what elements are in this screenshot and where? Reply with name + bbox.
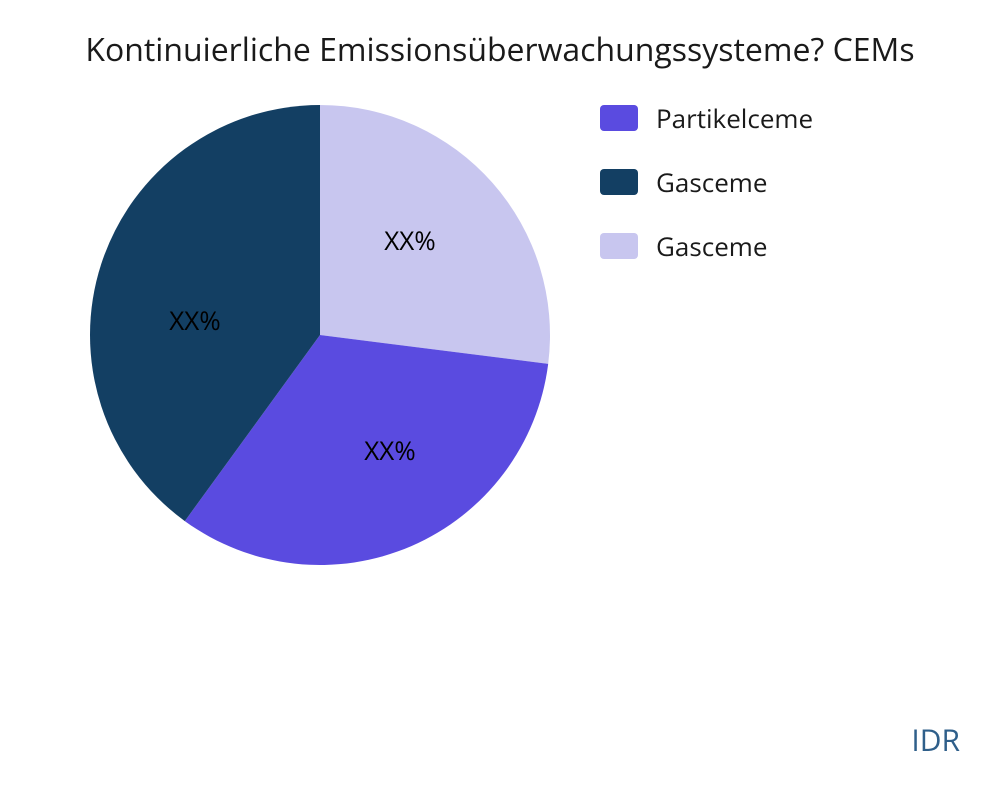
chart-title: Kontinuierliche Emissionsüberwachungssys… <box>85 28 914 71</box>
legend-label: Gasceme <box>656 228 767 264</box>
legend-label: Gasceme <box>656 164 767 200</box>
legend-item: Gasceme <box>600 164 813 200</box>
pie-svg <box>80 95 560 575</box>
legend-label: Partikelceme <box>656 100 813 136</box>
legend-item: Partikelceme <box>600 100 813 136</box>
legend-swatch <box>600 233 638 259</box>
legend-item: Gasceme <box>600 228 813 264</box>
legend-swatch <box>600 105 638 131</box>
legend-swatch <box>600 169 638 195</box>
pie-chart: XX% XX% XX% <box>80 95 560 575</box>
legend: Partikelceme Gasceme Gasceme <box>600 100 813 292</box>
pie-slice-label: XX% <box>169 302 221 338</box>
pie-slice-label: XX% <box>364 432 416 468</box>
pie-slice-label: XX% <box>384 222 436 258</box>
footer-brand: IDR <box>911 719 960 760</box>
